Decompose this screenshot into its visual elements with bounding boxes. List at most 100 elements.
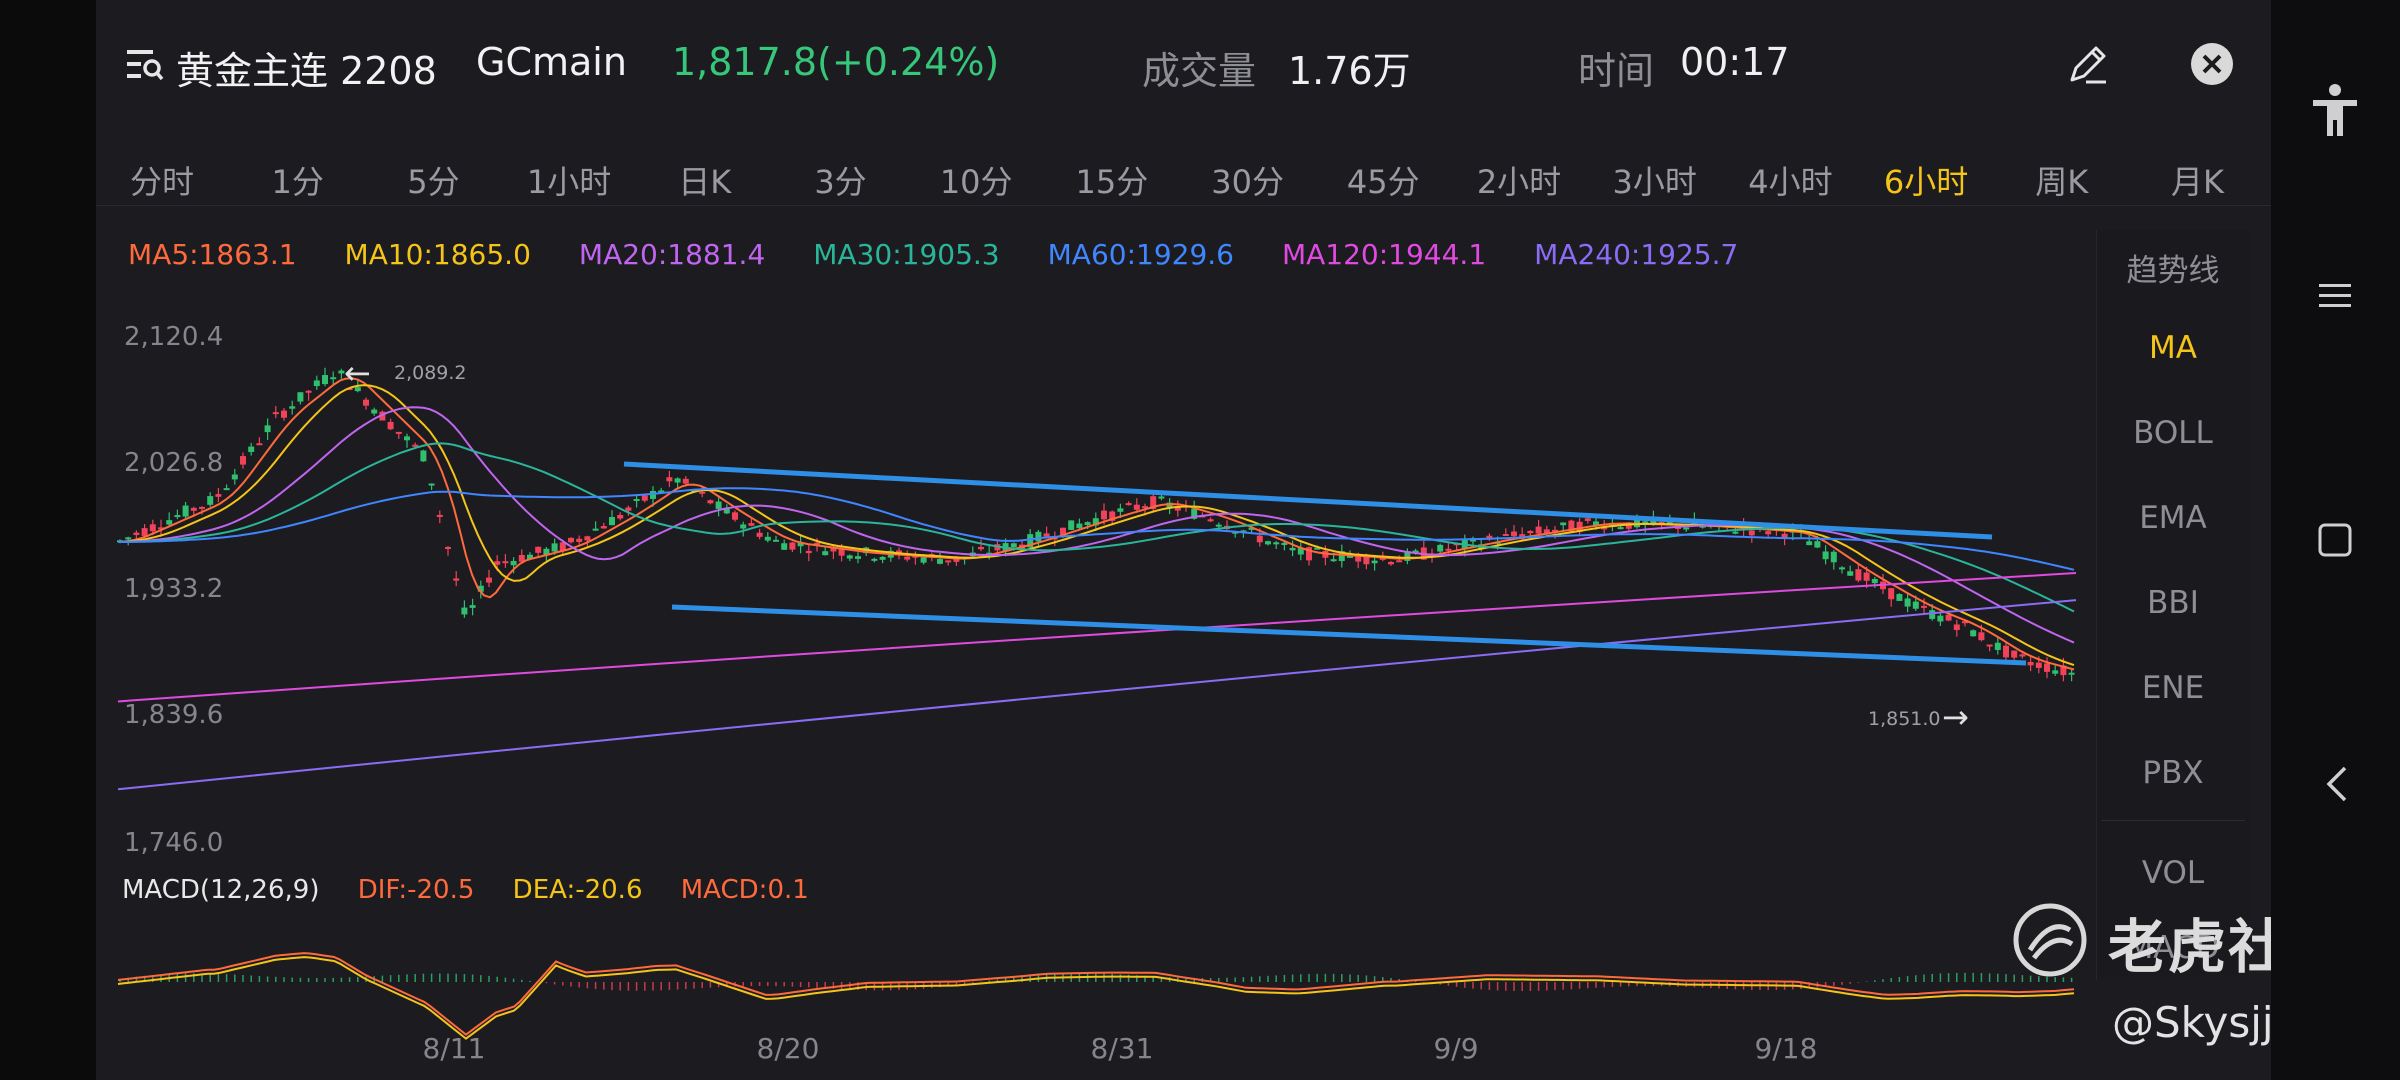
candle xyxy=(1986,644,1993,647)
candle xyxy=(576,538,583,542)
tab-period[interactable]: 月K xyxy=(2171,163,2224,201)
ma-line xyxy=(117,599,2077,791)
tab-period[interactable]: 1分 xyxy=(271,163,324,201)
macd-dif: DIF:-20.5 xyxy=(357,875,475,905)
tab-period[interactable]: 45分 xyxy=(1346,163,1420,201)
candle xyxy=(1994,642,2001,650)
candle xyxy=(756,532,763,537)
close-icon[interactable] xyxy=(2190,42,2234,86)
candle xyxy=(658,490,665,493)
candle xyxy=(1781,533,1788,539)
candle xyxy=(1043,533,1050,537)
candlestick-chart[interactable] xyxy=(96,0,2096,1080)
low-label: 1,851.0 xyxy=(1868,708,1941,730)
candle xyxy=(1109,511,1116,521)
candle xyxy=(723,507,730,514)
candle xyxy=(1338,551,1345,562)
candle xyxy=(1092,518,1099,526)
candle xyxy=(1174,506,1181,511)
candle xyxy=(535,546,542,553)
menu-icon[interactable] xyxy=(2317,278,2353,314)
candle xyxy=(748,523,755,526)
instrument-title[interactable]: 黄金主连 2208 xyxy=(176,49,437,93)
trend-line[interactable] xyxy=(623,461,1993,540)
tab-period[interactable]: 5分 xyxy=(407,163,460,201)
date-tick: 8/11 xyxy=(422,1032,486,1065)
candle xyxy=(1060,527,1066,537)
tab-period[interactable]: 3小时 xyxy=(1612,163,1697,201)
candle xyxy=(215,494,222,497)
candle xyxy=(395,431,402,434)
indicator-option[interactable]: 趋势线 xyxy=(2126,253,2220,289)
candle xyxy=(1289,547,1296,551)
candle xyxy=(1888,588,1895,600)
indicator-option[interactable]: MACD xyxy=(2126,930,2220,966)
macd-title: MACD(12,26,9) xyxy=(122,875,320,905)
candle xyxy=(846,555,853,559)
indicator-option[interactable]: PBX xyxy=(2142,755,2204,791)
candle xyxy=(469,605,476,608)
pencil-icon[interactable] xyxy=(2062,40,2112,90)
candle xyxy=(363,399,369,406)
candle xyxy=(1839,567,1845,570)
indicator-option[interactable]: BBI xyxy=(2147,585,2199,621)
tab-period[interactable]: 30分 xyxy=(1211,163,1284,201)
tab-period[interactable]: 6小时 xyxy=(1883,163,1969,201)
tab-period[interactable]: 1小时 xyxy=(526,163,612,201)
candle xyxy=(1150,496,1157,509)
tab-period[interactable]: 10分 xyxy=(939,163,1013,201)
candle xyxy=(1584,518,1591,521)
candle xyxy=(371,409,378,414)
candle xyxy=(1699,525,1706,528)
watermark xyxy=(2010,900,2090,984)
back-icon[interactable] xyxy=(2321,764,2351,804)
trend-line[interactable] xyxy=(671,604,2027,666)
tab-period[interactable]: 3分 xyxy=(814,163,867,201)
candle xyxy=(904,556,911,560)
candle xyxy=(2003,645,2009,658)
candle xyxy=(1371,560,1378,564)
price-tick: 1,746.0 xyxy=(124,828,224,858)
candle xyxy=(1502,533,1509,536)
indicator-option[interactable]: MA xyxy=(2149,330,2197,366)
indicator-panel: 趋势线 MA BOLL EMA BBI ENE PBX VOL MACD xyxy=(2096,230,2249,980)
candle xyxy=(1068,520,1075,530)
candle xyxy=(1355,553,1362,562)
candle xyxy=(1486,535,1493,540)
candle xyxy=(1970,630,1977,637)
tab-period[interactable]: 日K xyxy=(678,163,732,201)
tab-period[interactable]: 分时 xyxy=(129,163,195,201)
price-change: 1,817.8(+0.24%) xyxy=(672,40,1000,84)
candle xyxy=(617,515,624,519)
accessibility-icon[interactable] xyxy=(2305,80,2365,140)
tab-period[interactable]: 2小时 xyxy=(1476,163,1562,201)
candle xyxy=(674,478,681,483)
candle xyxy=(1863,572,1870,581)
recent-apps-icon[interactable] xyxy=(2317,522,2353,558)
indicator-option[interactable]: EMA xyxy=(2139,500,2207,536)
candle xyxy=(805,550,812,554)
candle xyxy=(1158,496,1165,499)
tab-period[interactable]: 15分 xyxy=(1075,163,1149,201)
candle xyxy=(1010,543,1017,548)
candle xyxy=(1363,555,1370,565)
instrument-code: GCmain xyxy=(476,40,627,84)
candle xyxy=(158,527,164,530)
candle xyxy=(830,547,837,552)
candle xyxy=(1396,560,1403,563)
indicator-option[interactable]: VOL xyxy=(2141,855,2205,891)
candle xyxy=(510,560,517,566)
tab-period[interactable]: 周K xyxy=(2035,163,2089,201)
candle xyxy=(1871,578,1878,584)
date-tick: 9/18 xyxy=(1754,1032,1818,1065)
tab-period[interactable]: 4小时 xyxy=(1748,163,1833,201)
candle xyxy=(2068,672,2075,675)
candle xyxy=(2011,650,2018,658)
time-label: 时间 xyxy=(1578,49,1655,93)
candle xyxy=(896,550,902,554)
candle xyxy=(190,507,197,511)
indicator-option[interactable]: BOLL xyxy=(2133,415,2213,451)
menu-search-icon[interactable] xyxy=(126,46,164,82)
indicator-option[interactable]: ENE xyxy=(2141,670,2205,706)
candle xyxy=(1937,615,1944,622)
